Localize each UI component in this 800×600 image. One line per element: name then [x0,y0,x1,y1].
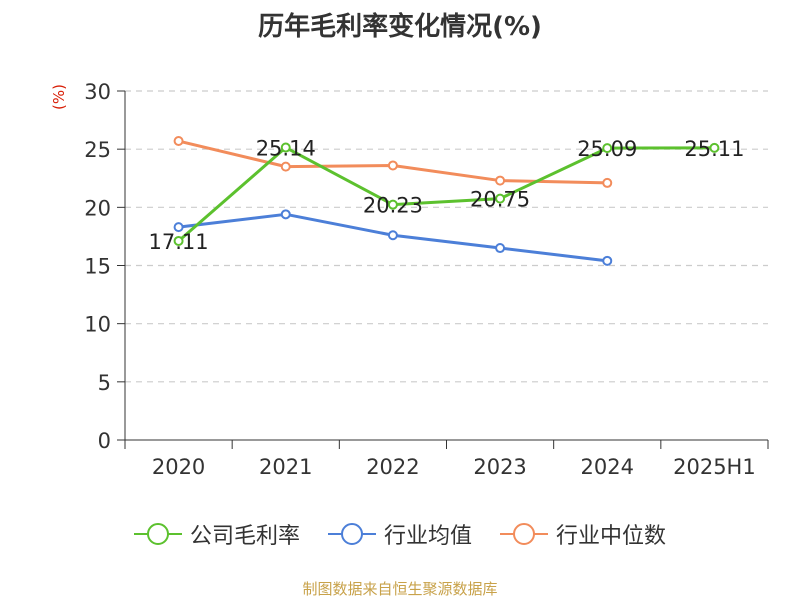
data-point [495,243,506,254]
x-tick-label: 2025H1 [673,455,756,479]
x-tick-label: 2023 [473,455,526,479]
data-point [173,235,184,246]
legend-line-circle-icon [327,522,376,546]
data-label: 20.23 [363,194,423,218]
data-label: 17.11 [149,230,209,254]
legend-line-circle-icon [133,522,182,546]
legend-label: 公司毛利率 [189,524,300,549]
y-tick-label: 0 [98,429,111,453]
y-tick-label: 5 [98,371,111,395]
data-point [387,160,398,171]
y-tick-label: 10 [84,313,111,337]
legend-item-industry-mean[interactable]: 行业均值 [327,518,472,550]
chart-title: 历年毛利率变化情况(%) [258,12,542,42]
data-point [280,161,291,172]
source-note: 制图数据来自恒生聚源数据库 [302,580,498,598]
data-point [280,209,291,220]
data-label: 25.14 [256,137,316,161]
x-tick-label: 2021 [259,455,312,479]
x-tick-label: 2020 [152,455,205,479]
y-tick-label: 25 [84,138,111,162]
y-tick-label: 20 [84,196,111,220]
data-label: 20.75 [470,188,530,212]
data-point [602,177,613,188]
x-tick-label: 2024 [581,455,634,479]
data-point [495,175,506,186]
data-point [602,255,613,266]
data-point [280,142,291,153]
legend: 公司毛利率 行业均值 行业中位数 [0,518,800,550]
data-point [495,193,506,204]
legend-line-circle-icon [500,522,548,546]
legend-label: 行业均值 [383,524,472,549]
data-point [709,142,720,153]
data-label: 25.09 [577,137,637,161]
y-tick-label: 30 [84,80,111,104]
series-line-0 [177,146,715,243]
legend-label: 行业中位数 [556,524,667,549]
data-point [602,143,613,154]
y-tick-label: 15 [84,255,111,279]
data-point [173,136,184,147]
data-point [387,230,398,241]
x-tick-label: 2022 [366,455,419,479]
data-label: 25.11 [684,137,744,161]
data-point [173,222,184,233]
legend-item-company-margin[interactable]: 公司毛利率 [133,518,300,550]
legend-item-industry-median[interactable]: 行业中位数 [500,518,666,550]
data-point [387,199,398,210]
